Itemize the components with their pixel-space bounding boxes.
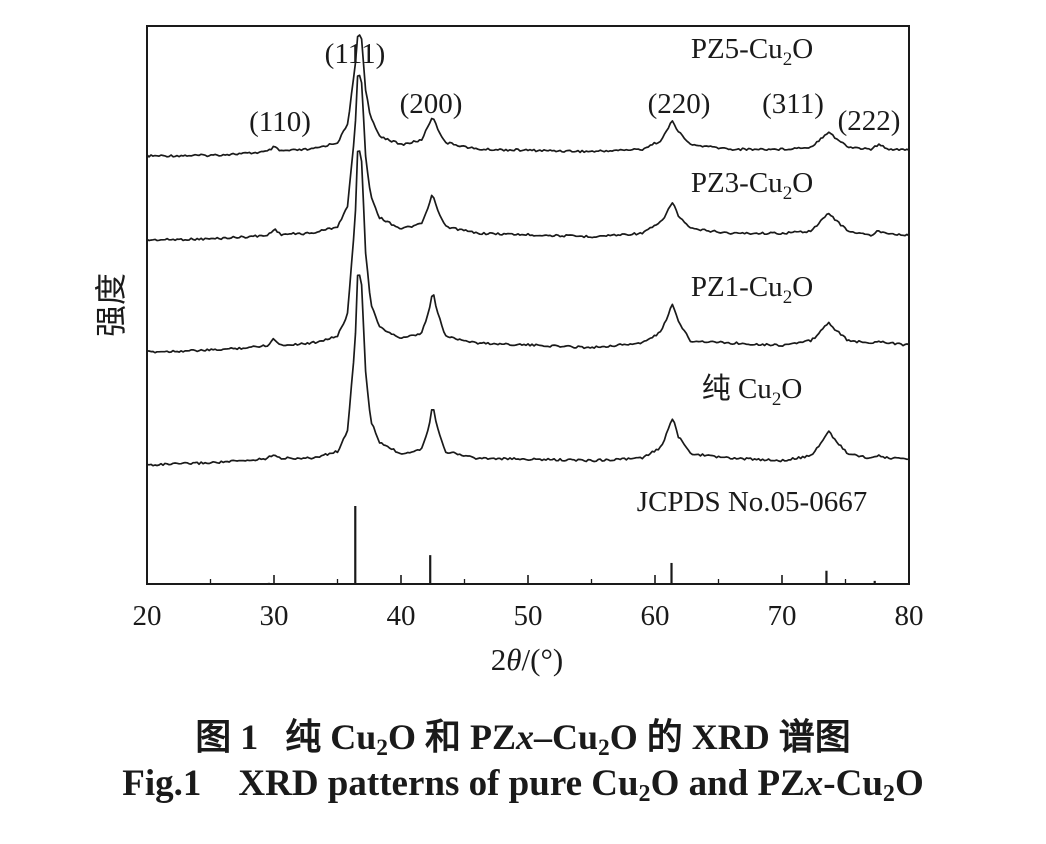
figure-caption-english: Fig.1 XRD patterns of pure Cu2O and PZx-… — [0, 762, 1046, 807]
caption-cn-x: x — [516, 717, 535, 757]
series-label-main: PZ3-Cu — [691, 167, 783, 199]
series-label-main: PZ1-Cu — [691, 271, 783, 303]
y-axis-label: 强度 — [92, 273, 130, 337]
series-label-tail: O — [781, 373, 802, 405]
series-label: PZ5-Cu2O — [691, 33, 813, 70]
x-tick-label: 40 — [387, 600, 416, 632]
caption-cn-figure-number: 图 1 — [195, 717, 259, 757]
series-label-sub: 2 — [783, 287, 793, 308]
caption-en-sub-1: 2 — [638, 781, 651, 807]
peak-index-label: (222) — [838, 105, 901, 137]
x-tick-label: 70 — [768, 600, 797, 632]
caption-cn-part-d: O 的 XRD 谱图 — [609, 717, 851, 757]
caption-en-x: x — [804, 763, 824, 804]
x-tick-label: 30 — [260, 600, 289, 632]
x-tick-label: 60 — [641, 600, 670, 632]
series-label-main: PZ5-Cu — [691, 33, 783, 65]
series-label: PZ3-Cu2O — [691, 167, 813, 204]
series-label-tail: O — [792, 271, 813, 303]
x-axis-label-prefix: 2 — [491, 642, 507, 677]
peak-index-label: (200) — [400, 88, 463, 120]
series-label-sub: 2 — [772, 389, 782, 410]
figure-caption-chinese: 图 1 纯 Cu2O 和 PZx–Cu2O 的 XRD 谱图 — [0, 708, 1046, 761]
caption-en-sub-2: 2 — [882, 781, 895, 807]
peak-index-label: (111) — [325, 38, 386, 70]
caption-en-figure-number: Fig.1 — [122, 763, 202, 804]
caption-en-part-c: -Cu — [823, 763, 883, 804]
series-label: PZ1-Cu2O — [691, 271, 813, 308]
series-line — [147, 150, 910, 354]
caption-cn-part-a: 纯 Cu — [285, 717, 377, 757]
series-line — [146, 74, 910, 242]
x-axis-label: 2θ/(°) — [491, 642, 563, 677]
caption-en-part-b: O and PZ — [650, 763, 805, 804]
x-axis-label-suffix: /(°) — [522, 642, 564, 677]
series-label-sub: 2 — [783, 49, 793, 70]
peak-index-label: (220) — [648, 88, 711, 120]
peak-index-label: (110) — [249, 106, 311, 138]
plot-area: 20 30 40 50 60 70 80PZ5-Cu2OPZ3-Cu2OPZ1-Cu2O纯 … — [133, 25, 924, 632]
caption-cn-part-c: –Cu — [534, 717, 599, 757]
x-tick-label: 50 — [514, 600, 543, 632]
caption-cn-sub-2: 2 — [598, 734, 610, 761]
xrd-chart: 20 30 40 50 60 70 80PZ5-Cu2OPZ3-Cu2OPZ1-Cu2O纯 … — [92, 25, 924, 677]
reference-label: JCPDS No.05-0667 — [637, 486, 867, 518]
caption-cn-part-b: O 和 PZ — [388, 717, 517, 757]
caption-cn-sub-1: 2 — [376, 734, 388, 761]
series-label-tail: O — [792, 33, 813, 65]
series-line — [146, 34, 910, 158]
x-axis-label-theta: θ — [506, 642, 521, 677]
x-tick-label: 20 — [133, 600, 162, 632]
x-tick-label: 80 — [895, 600, 924, 632]
caption-en-part-d: O — [894, 763, 924, 804]
caption-en-part-a: XRD patterns of pure Cu — [238, 763, 639, 804]
series-label: 纯 Cu2O — [702, 372, 803, 410]
series-label-main: 纯 Cu — [702, 372, 772, 405]
series-line — [146, 274, 910, 467]
peak-index-label: (311) — [762, 88, 824, 120]
series-label-sub: 2 — [783, 183, 793, 204]
series-label-tail: O — [792, 167, 813, 199]
